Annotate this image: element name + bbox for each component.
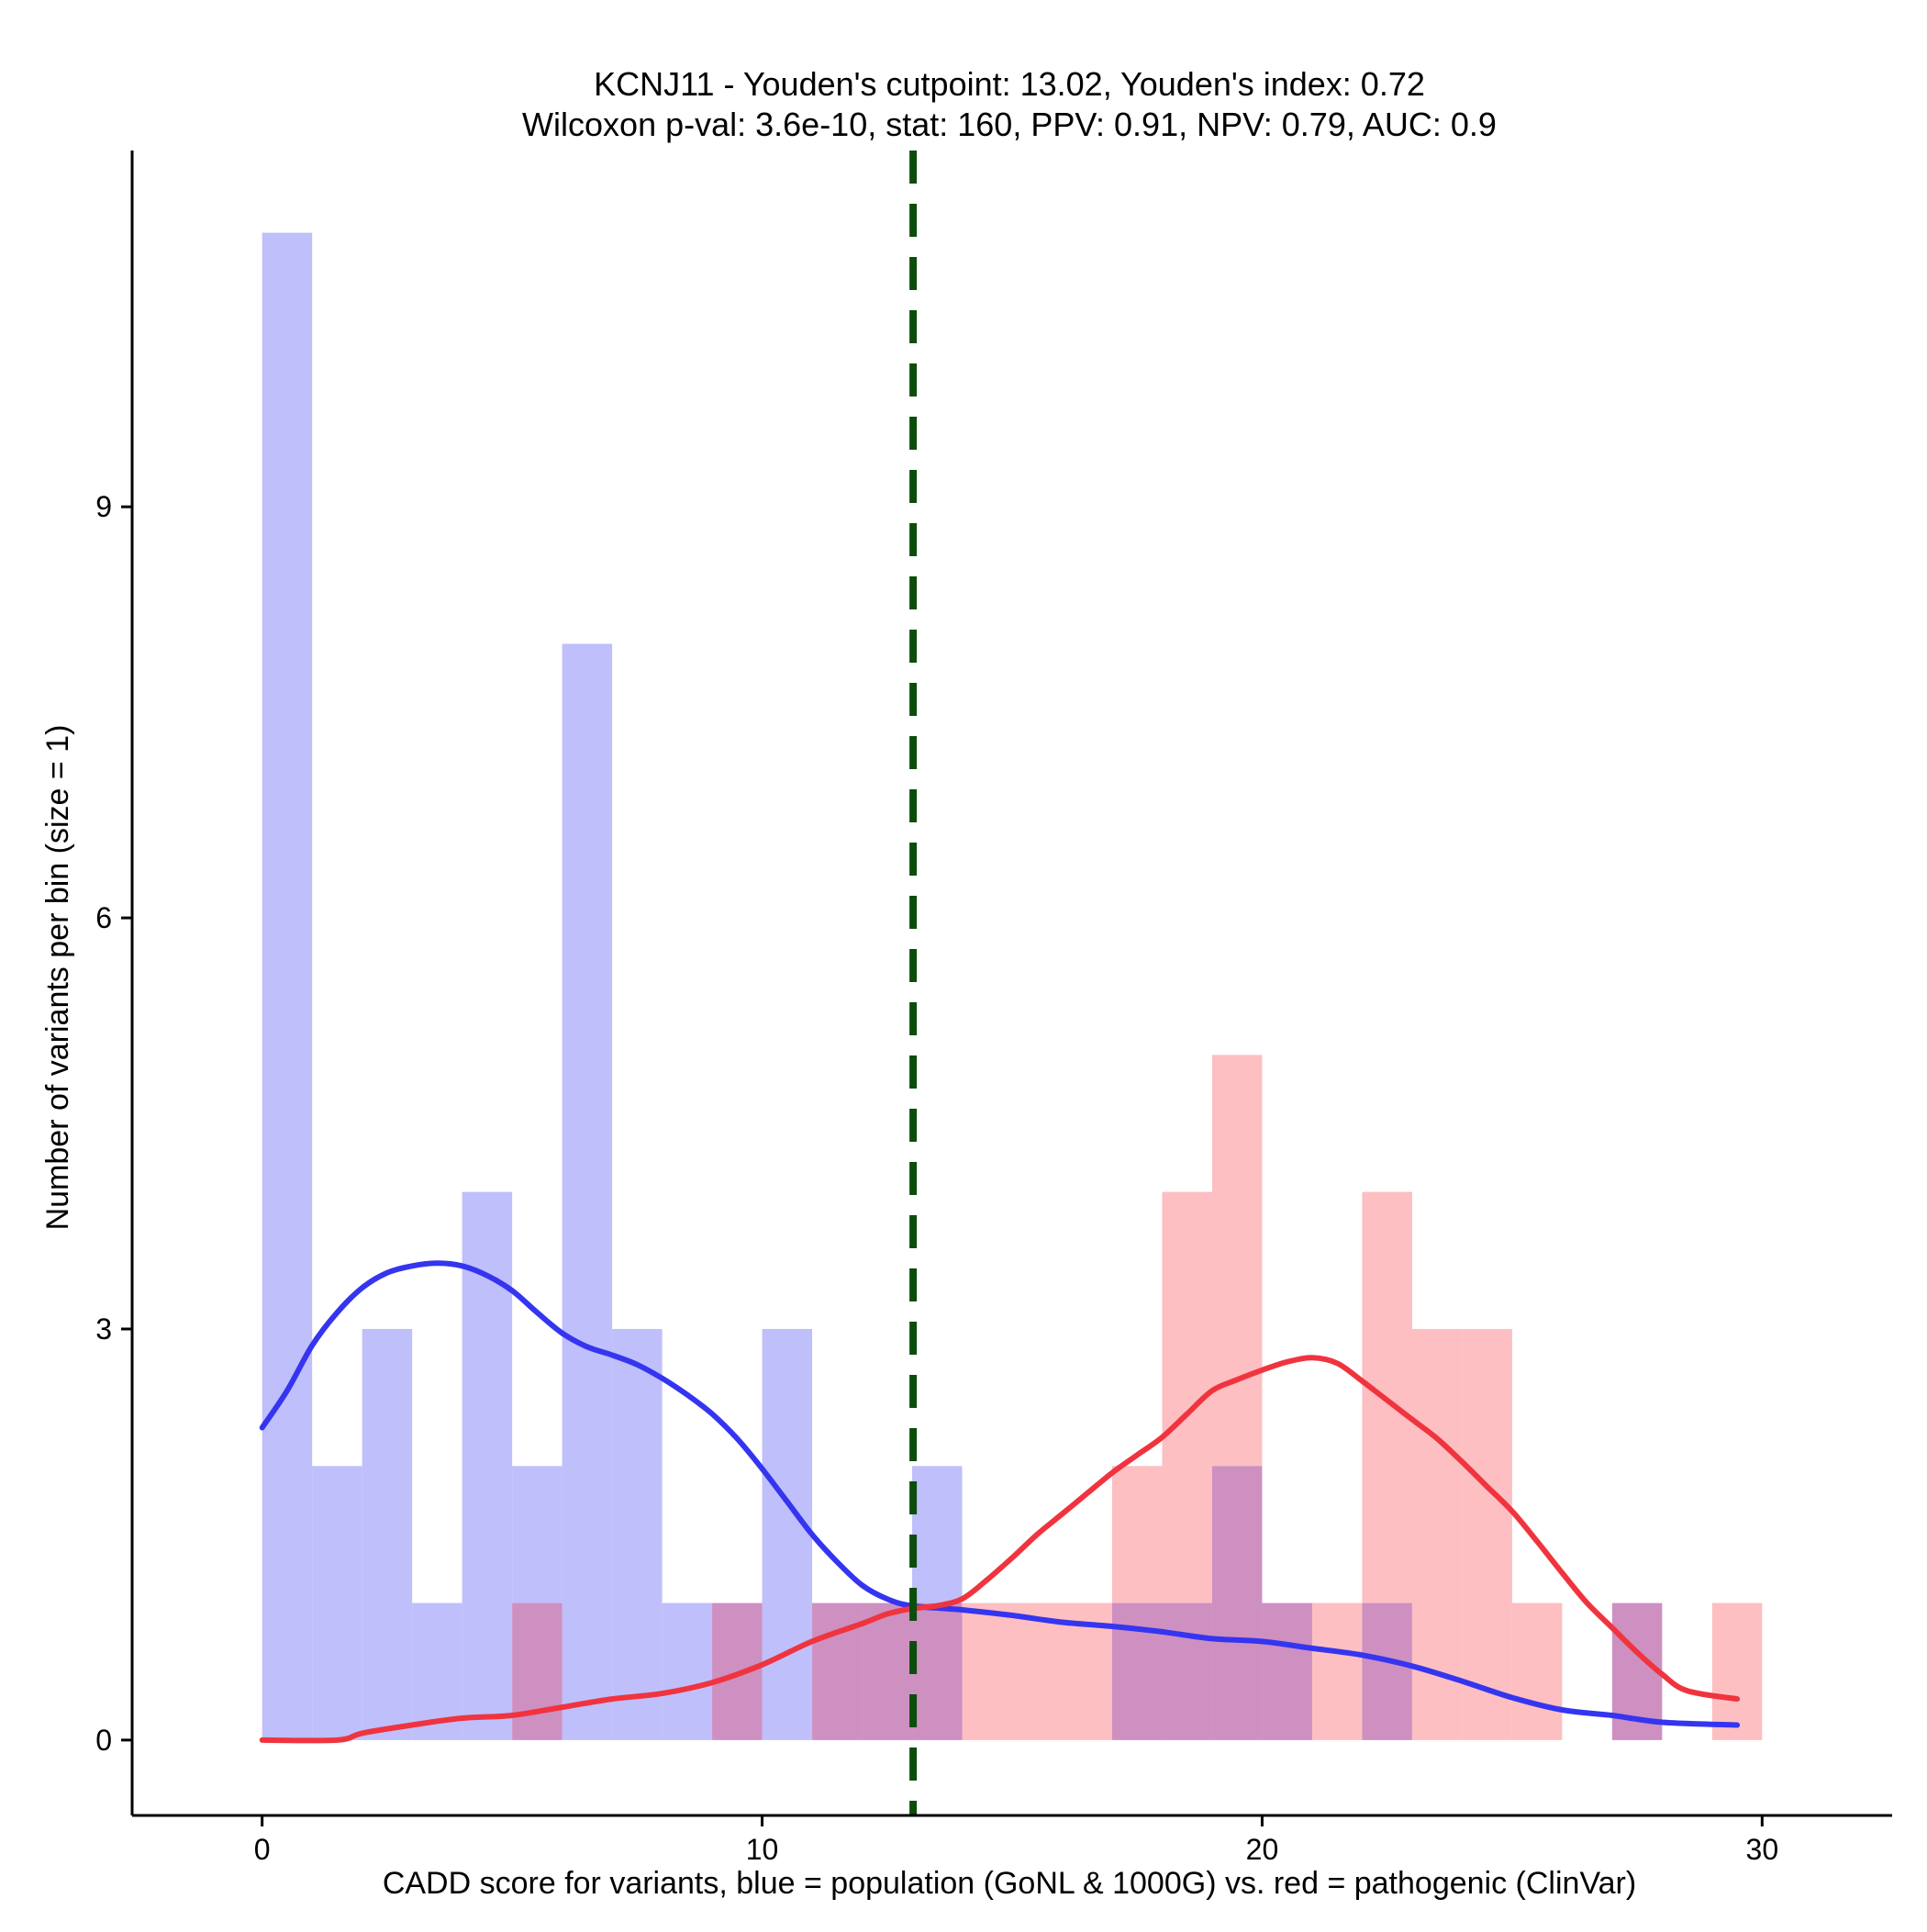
overlap-bar — [1262, 1603, 1312, 1740]
x-axis-ticks: 0 10 20 30 — [254, 1815, 1778, 1866]
overlap-bar — [1111, 1603, 1163, 1740]
chart-title-line-2: Wilcoxon p-val: 3.6e-10, stat: 160, PPV:… — [522, 106, 1497, 143]
overlap-bar — [512, 1603, 563, 1740]
x-tick-label: 0 — [254, 1833, 271, 1866]
x-tick-label: 20 — [1246, 1833, 1279, 1866]
population-bar — [362, 1328, 413, 1740]
population-bar — [662, 1603, 713, 1740]
pathogenic-bar — [1012, 1603, 1063, 1740]
y-tick-label: 0 — [95, 1724, 112, 1757]
pathogenic-density-line — [259, 1355, 1741, 1744]
overlap-bar — [1211, 1466, 1263, 1740]
overlap-bar — [862, 1603, 913, 1740]
population-density-line — [259, 1260, 1741, 1728]
overlap-bars — [512, 1466, 1663, 1740]
population-bar — [612, 1328, 663, 1740]
chart-title-line-1: KCNJ11 - Youden's cutpoint: 13.02, Youde… — [594, 65, 1425, 103]
pathogenic-bar — [1211, 1055, 1263, 1467]
y-tick-label: 6 — [95, 901, 112, 934]
pathogenic-bar — [1462, 1328, 1512, 1740]
pathogenic-bar — [1311, 1603, 1363, 1740]
population-bar — [762, 1328, 813, 1740]
population-bar — [912, 1466, 963, 1603]
overlap-bar — [1162, 1603, 1212, 1740]
x-axis-label: CADD score for variants, blue = populati… — [383, 1866, 1636, 1901]
population-bar — [262, 232, 313, 1740]
population-bar — [312, 1466, 362, 1740]
pathogenic-bar — [962, 1603, 1012, 1740]
overlap-bar — [1362, 1603, 1412, 1740]
x-tick-label: 30 — [1746, 1833, 1779, 1866]
pathogenic-bar — [1511, 1603, 1563, 1740]
y-tick-label: 3 — [95, 1312, 112, 1346]
population-bars — [262, 232, 963, 1740]
population-bar — [512, 1466, 563, 1603]
population-bar — [562, 643, 613, 1740]
pathogenic-bar — [1111, 1466, 1163, 1603]
pathogenic-bar — [1711, 1603, 1763, 1740]
overlap-bar — [912, 1603, 963, 1740]
y-axis-label: Number of variants per bin (size = 1) — [40, 725, 75, 1231]
x-tick-label: 10 — [746, 1833, 779, 1866]
y-axis-ticks: 0 3 6 9 — [95, 490, 132, 1757]
y-tick-label: 9 — [95, 490, 112, 523]
